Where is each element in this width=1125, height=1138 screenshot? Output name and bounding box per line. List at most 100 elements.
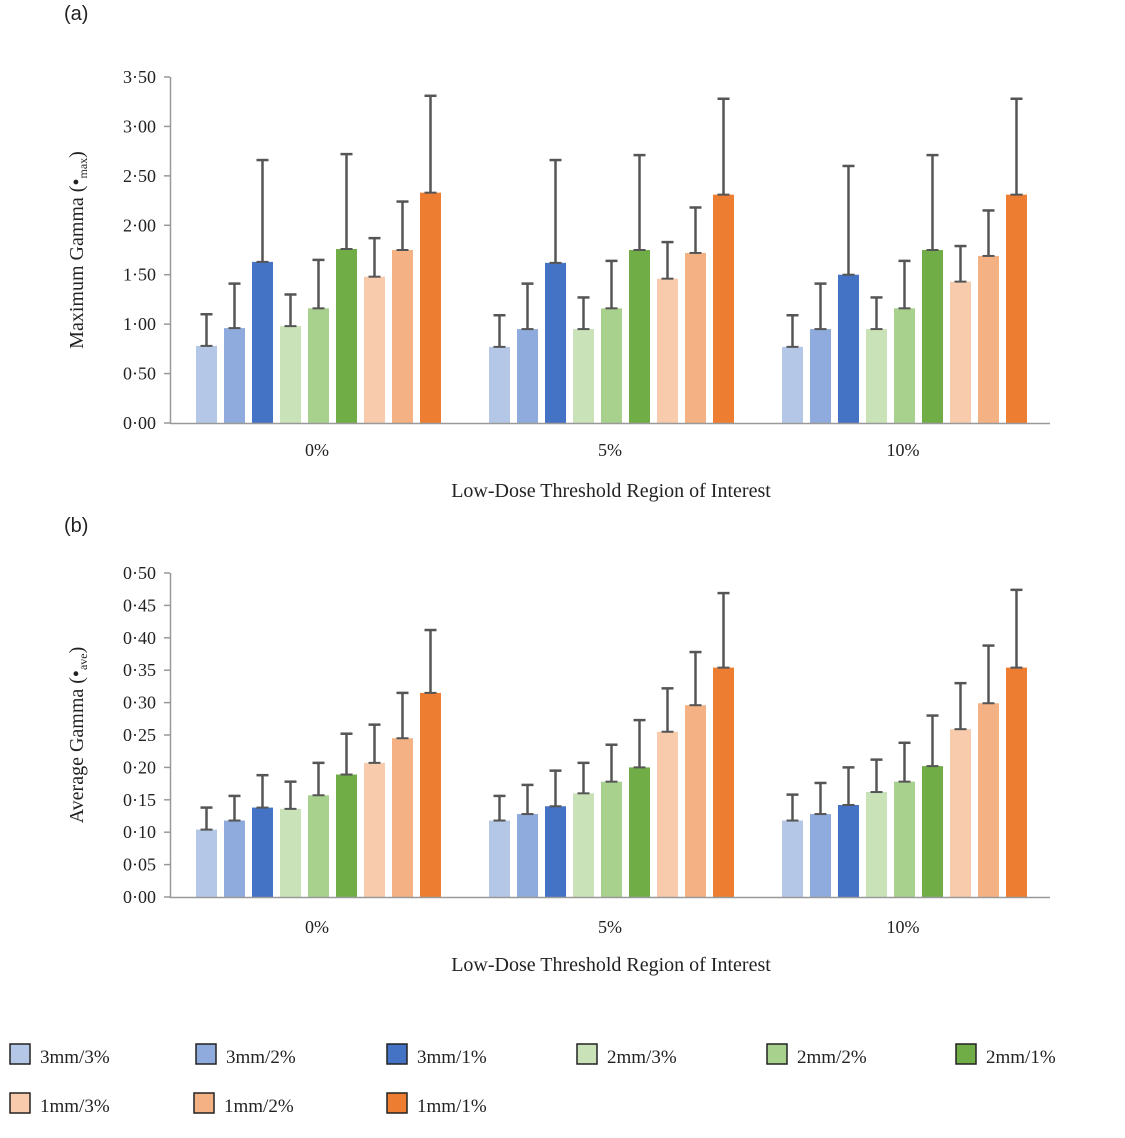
- legend-label: 1mm/3%: [40, 1096, 110, 1117]
- panel-a-bar: [782, 346, 803, 423]
- legend-label: 3mm/1%: [417, 1047, 487, 1068]
- legend-item: 1mm/3%: [9, 1092, 110, 1117]
- panel-b-y-axis-title: Average Gamma (•ave): [66, 647, 90, 824]
- legend-swatch: [9, 1043, 31, 1065]
- panel-a-bar: [894, 308, 915, 423]
- panel-a-bar: [838, 274, 859, 423]
- panel-a-y-tick-label: 1·00: [123, 314, 156, 334]
- legend-swatch: [9, 1092, 31, 1114]
- panel-b-category-label: 10%: [887, 917, 920, 937]
- panel-b-category-label: 0%: [305, 917, 329, 937]
- legend-item: 2mm/1%: [955, 1043, 1056, 1068]
- panel-a-bar: [601, 308, 622, 423]
- legend-item: 2mm/2%: [766, 1043, 867, 1068]
- legend: 3mm/3% 3mm/2% 3mm/1% 2mm/3% 2mm/2% 2mm/1…: [9, 1043, 1056, 1117]
- panel-b-category-label: 5%: [598, 917, 622, 937]
- panel-a-bar: [950, 281, 971, 423]
- panel-a-y-tick-label: 3·00: [123, 116, 156, 136]
- panel-a-category-label: 5%: [598, 440, 622, 460]
- panel-b-bar: [545, 806, 566, 897]
- panel-a-x-axis-title: Low-Dose Threshold Region of Interest: [451, 480, 771, 502]
- panel-b-bar: [978, 703, 999, 897]
- panel-a-y-tick-label: 3·50: [123, 67, 156, 87]
- panel-b-y-tick-label: 0·35: [123, 660, 156, 680]
- legend-item: 3mm/3%: [9, 1043, 110, 1068]
- panel-a-y-tick-label: 0·00: [123, 413, 156, 433]
- panel-a-bar: [573, 329, 594, 423]
- panel-a-bars: [196, 94, 1027, 423]
- panel-b-bar: [713, 667, 734, 897]
- panel-b-y-tick-label: 0·50: [123, 563, 156, 583]
- panel-b-y-axis-ticks: 0·00 0·05 0·10 0·15 0·20 0·25 0·30 0·35 0·40 0·45…: [123, 563, 170, 907]
- panel-a-bar: [252, 261, 273, 423]
- panel-a-bar: [685, 252, 706, 423]
- legend-swatch: [955, 1043, 977, 1065]
- legend-item: 3mm/2%: [195, 1043, 296, 1068]
- panel-a-bar: [657, 278, 678, 423]
- panel-a-y-axis-title: Maximum Gamma (•max): [66, 151, 90, 349]
- panel-b-x-axis-title: Low-Dose Threshold Region of Interest: [451, 954, 771, 976]
- panel-a-bar: [280, 326, 301, 423]
- panel-a-label: (a): [64, 3, 88, 25]
- panel-b-bar: [866, 792, 887, 897]
- panel-a-bar: [866, 329, 887, 423]
- panel-a-bar: [364, 276, 385, 423]
- panel-b-bar: [252, 807, 273, 897]
- panel-a-category-label: 0%: [305, 440, 329, 460]
- panel-b-bar: [685, 705, 706, 897]
- panel-b-bar: [196, 829, 217, 897]
- legend-label: 2mm/1%: [986, 1047, 1056, 1068]
- panel-b-bar: [1006, 667, 1027, 897]
- panel-a-bar: [1006, 194, 1027, 423]
- panel-a-bar: [978, 255, 999, 423]
- panel-a-category-label: 10%: [887, 440, 920, 460]
- panel-b-bar: [308, 795, 329, 897]
- panel-a-bar: [420, 192, 441, 423]
- panel-b-y-tick-label: 0·00: [123, 887, 156, 907]
- panel-b-bar: [601, 781, 622, 897]
- panel-b-bar: [838, 804, 859, 897]
- panel-b-bar: [517, 814, 538, 897]
- legend-swatch: [195, 1043, 217, 1065]
- panel-b-y-tick-label: 0·20: [123, 757, 156, 777]
- panel-a-bar: [392, 250, 413, 423]
- panel-b-bar: [922, 766, 943, 897]
- panel-b-label: (b): [64, 515, 88, 537]
- legend-label: 3mm/3%: [40, 1047, 110, 1068]
- panel-b-bar: [420, 692, 441, 897]
- legend-item: 1mm/2%: [193, 1092, 294, 1117]
- panel-a-bar: [629, 250, 650, 423]
- panel-a-bar: [489, 346, 510, 423]
- panel-a-bar: [810, 329, 831, 423]
- panel-b: (b) 0·00 0·05 0·10 0·15 0·20 0·25 0·30 0·35 0·40…: [64, 515, 1050, 976]
- panel-a-bar: [224, 328, 245, 423]
- panel-b-bar: [894, 781, 915, 897]
- panel-a-bar: [196, 345, 217, 423]
- panel-a-y-tick-label: 2·50: [123, 166, 156, 186]
- panel-a-bar: [517, 329, 538, 423]
- panel-a-y-axis-ticks: 0·00 0·50 1·00 1·50 2·00 2·50 3·00 3·50: [123, 67, 170, 433]
- panel-a-bar: [336, 249, 357, 423]
- panel-b-bar: [573, 793, 594, 897]
- panel-b-bar: [280, 808, 301, 897]
- panel-a-bar: [713, 194, 734, 423]
- legend-label: 2mm/3%: [607, 1047, 677, 1068]
- panel-b-bar: [364, 762, 385, 897]
- panel-b-y-tick-label: 0·25: [123, 725, 156, 745]
- legend-swatch: [386, 1092, 408, 1114]
- panel-b-bar: [629, 767, 650, 897]
- panel-a-y-tick-label: 0·50: [123, 364, 156, 384]
- panel-b-y-tick-label: 0·05: [123, 855, 156, 875]
- legend-swatch: [576, 1043, 598, 1065]
- legend-label: 3mm/2%: [226, 1047, 296, 1068]
- panel-a-bar: [922, 250, 943, 423]
- panel-b-y-tick-label: 0·40: [123, 628, 156, 648]
- panel-a-y-tick-label: 2·00: [123, 215, 156, 235]
- panel-b-bar: [657, 731, 678, 897]
- legend-item: 3mm/1%: [386, 1043, 487, 1068]
- panel-a-bar: [308, 308, 329, 423]
- legend-label: 1mm/2%: [224, 1096, 294, 1117]
- legend-label: 2mm/2%: [797, 1047, 867, 1068]
- legend-swatch: [766, 1043, 788, 1065]
